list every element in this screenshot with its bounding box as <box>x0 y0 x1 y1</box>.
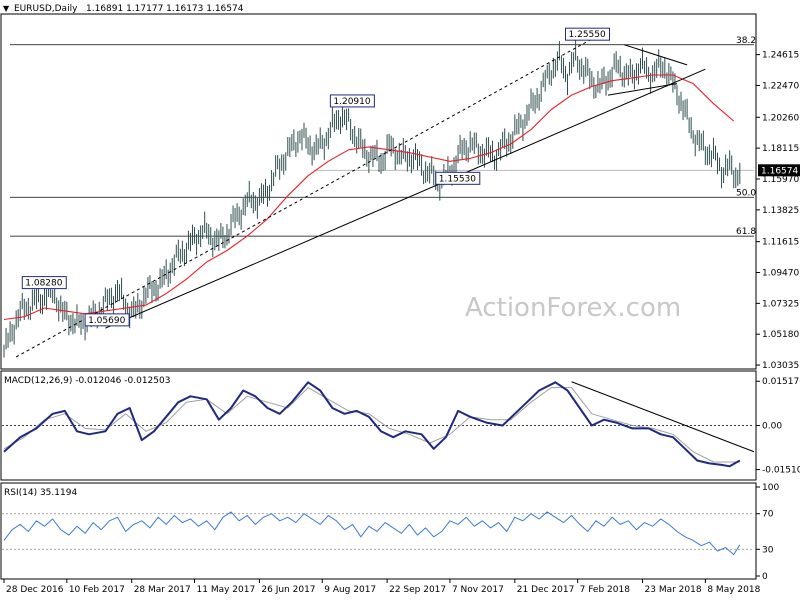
price-axis-tick-label: 1.22470 <box>762 81 799 91</box>
fib-level-label: 61.8 <box>736 227 756 237</box>
pivot-label-text: 1.08280 <box>25 279 62 289</box>
pivot-label-text: 1.05690 <box>88 316 125 326</box>
header-symbol: EURUSD,Daily <box>14 4 78 14</box>
price-axis-tick-label: 1.09470 <box>762 268 799 278</box>
x-axis-tick-label: 21 Dec 2017 <box>517 585 575 595</box>
header-ohlc: 1.16891 1.17177 1.16173 1.16574 <box>86 4 244 14</box>
price-panel-frame <box>0 13 757 370</box>
pivot-label: 1.20910 <box>329 94 375 108</box>
pivot-label-box <box>435 171 481 185</box>
pivot-label-box <box>84 313 130 327</box>
pivot-label: 1.08280 <box>21 276 67 290</box>
price-axis-tick-label: 1.20260 <box>762 113 799 123</box>
moving-average-line <box>3 74 735 321</box>
pivot-label: 1.25550 <box>565 27 611 41</box>
pivot-label-text: 1.25550 <box>569 30 606 40</box>
trendline <box>624 44 688 66</box>
trendline <box>105 68 706 329</box>
last-price-label: 1.16574 <box>761 166 798 176</box>
last-price-box <box>758 164 800 177</box>
header-dropdown-icon[interactable]: ▼ <box>3 4 10 13</box>
price-axis-tick-label: 1.13825 <box>762 206 799 216</box>
macd-line <box>3 381 741 468</box>
dashed-channel-line <box>15 38 593 358</box>
x-axis-tick-label: 10 Feb 2017 <box>69 585 125 595</box>
pivot-label-box <box>565 27 611 41</box>
fib-level-label: 38.2 <box>736 36 756 46</box>
x-axis-tick-label: 28 Dec 2016 <box>6 585 64 595</box>
rsi-axis-tick-label: 0 <box>762 572 768 582</box>
price-layer: 38.2 50.0 61.8 1.08280 1.05690 1.20910 1.15530… <box>3 27 800 371</box>
rsi-line <box>3 511 741 556</box>
rsi-panel-frame <box>0 482 757 580</box>
watermark: ActionForex.com <box>465 293 681 323</box>
pivot-label: 1.05690 <box>84 313 130 327</box>
price-axis-tick-label: 1.05180 <box>762 330 799 340</box>
rsi-layer: 100 70 30 0 <box>2 483 779 582</box>
rsi-axis-tick-label: 100 <box>762 483 779 493</box>
x-axis-tick-label: 7 Feb 2018 <box>580 585 631 595</box>
macd-axis-tick-label: 0.00 <box>762 422 782 432</box>
x-axis-tick-label: 11 May 2017 <box>197 585 256 595</box>
price-axis-tick-label: 1.18115 <box>762 144 799 154</box>
x-axis-tick-label: 22 Sep 2017 <box>389 585 446 595</box>
x-axis-tick-label: 26 Jun 2017 <box>261 585 315 595</box>
x-axis-tick-label: 8 May 2018 <box>707 585 760 595</box>
macd-layer: 0.015176 0.00 -0.015105 <box>2 377 800 476</box>
macd-title: MACD(12,26,9) -0.012046 -0.012503 <box>4 376 170 386</box>
macd-axis-tick-label: 0.015176 <box>762 377 800 387</box>
price-axis-tick-label: 1.24615 <box>762 51 799 61</box>
pivot-label-box <box>329 94 375 108</box>
last-price-marker: 1.16574 <box>758 164 800 177</box>
pivot-label-text: 1.20910 <box>333 97 370 107</box>
x-axis-tick-label: 28 Mar 2017 <box>134 585 191 595</box>
x-axis-tick-label: 23 Mar 2018 <box>645 585 702 595</box>
rsi-axis-tick-label: 70 <box>762 510 774 520</box>
trendline <box>607 83 678 96</box>
fib-level-label: 50.0 <box>736 188 756 198</box>
price-axis-tick-label: 1.11615 <box>762 238 799 248</box>
macd-axis-tick-label: -0.015105 <box>762 466 800 476</box>
rsi-title: RSI(14) 35.1194 <box>4 488 77 498</box>
macd-trendline <box>571 381 755 453</box>
macd-signal-line <box>3 387 740 463</box>
price-axis-tick-label: 1.07325 <box>762 299 799 309</box>
pivot-label: 1.15530 <box>435 171 481 185</box>
price-axis-tick-label: 1.15970 <box>762 175 799 185</box>
rsi-axis-tick-label: 30 <box>762 545 774 555</box>
x-axis: 28 Dec 2016 10 Feb 2017 28 Mar 2017 11 May … <box>3 579 761 595</box>
x-axis-tick-label: 9 Aug 2017 <box>324 585 376 595</box>
pivot-label-text: 1.15530 <box>439 174 476 184</box>
x-axis-tick-label: 7 Nov 2017 <box>452 585 504 595</box>
pivot-label-box <box>21 276 67 290</box>
price-axis-tick-label: 1.03035 <box>762 361 799 371</box>
